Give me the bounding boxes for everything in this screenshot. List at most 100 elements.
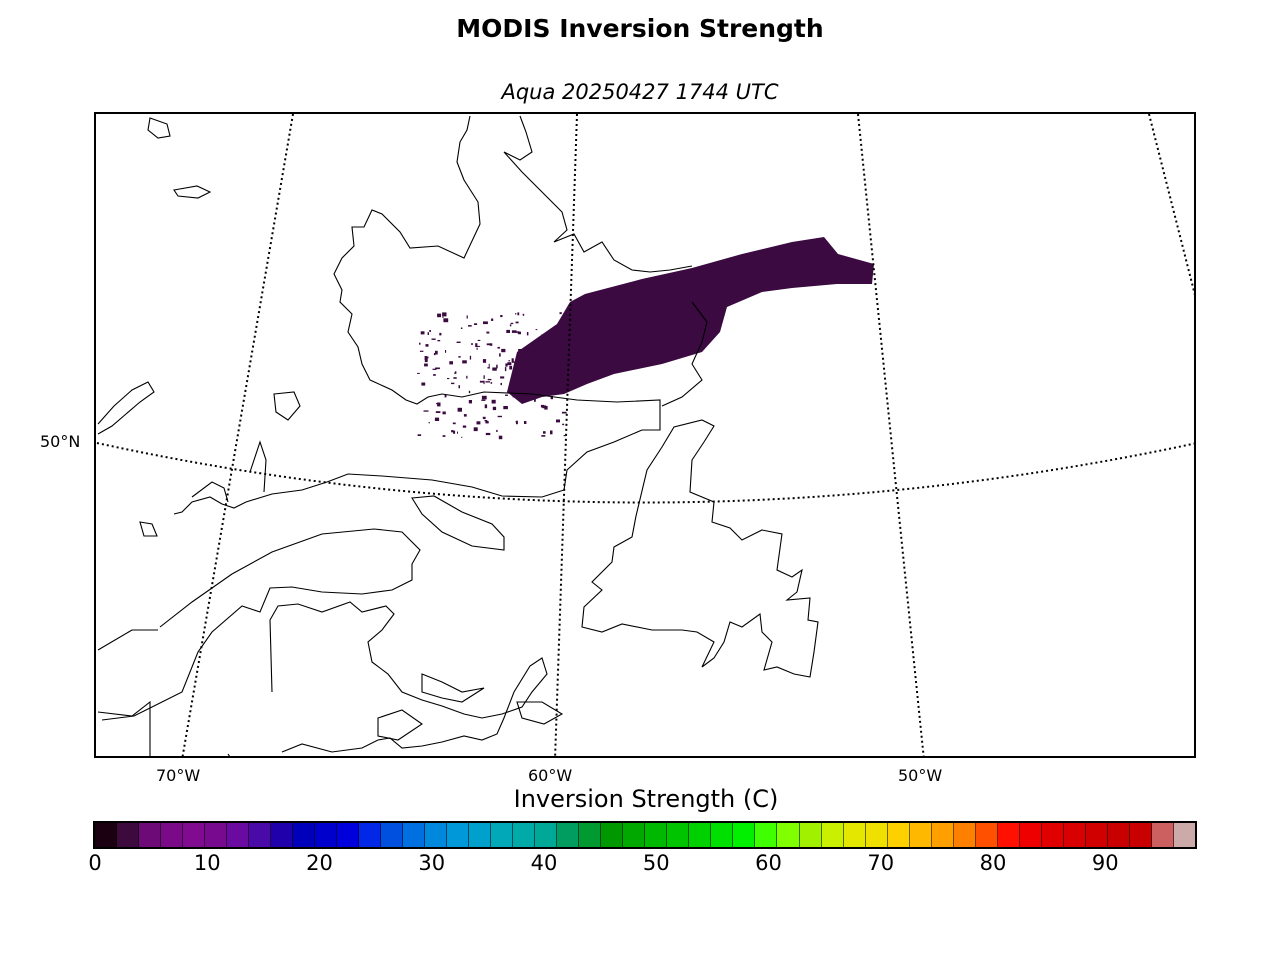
data-pixel: [482, 359, 487, 363]
colorbar-segment: [645, 823, 668, 847]
data-pixel: [541, 334, 544, 337]
data-pixel: [562, 322, 568, 324]
lon-label-50w: 50°W: [898, 766, 943, 785]
data-pixel: [563, 312, 566, 316]
data-pixel: [541, 435, 546, 437]
data-pixel: [447, 378, 450, 380]
colorbar-segment: [161, 823, 184, 847]
data-pixel: [512, 361, 517, 363]
data-pixel: [442, 316, 444, 318]
data-pixel: [483, 375, 485, 379]
colorbar-tick-label: 40: [530, 851, 558, 875]
data-pixel: [511, 330, 517, 333]
data-pixel: [482, 416, 486, 420]
data-pixel: [474, 323, 478, 325]
data-pixel: [458, 356, 461, 358]
data-pixel: [479, 380, 484, 383]
colorbar-segment: [271, 823, 294, 847]
colorbar-segment: [205, 823, 228, 847]
data-pixel: [432, 368, 437, 370]
colorbar-segment: [975, 823, 998, 847]
inversion-data-overlay: [417, 237, 874, 440]
data-pixel: [560, 376, 562, 379]
colorbar-segment: [931, 823, 954, 847]
colorbar-segment: [601, 823, 624, 847]
data-pixel: [484, 420, 488, 422]
colorbar-segment: [249, 823, 272, 847]
data-pixel: [526, 332, 529, 336]
data-pixel: [561, 411, 567, 414]
data-pixel: [484, 404, 488, 409]
data-pixel: [551, 383, 553, 385]
data-pixel: [542, 405, 546, 409]
data-pixel: [451, 430, 454, 433]
colorbar-segment: [469, 823, 492, 847]
data-pixel: [500, 376, 505, 379]
data-pixel: [490, 382, 493, 384]
data-pixel: [512, 393, 515, 398]
data-pixel: [427, 332, 429, 335]
colorbar-segment: [337, 823, 360, 847]
colorbar-segment: [887, 823, 910, 847]
colorbar-segment: [513, 823, 536, 847]
data-pixel: [497, 415, 502, 418]
colorbar-segment: [535, 823, 558, 847]
data-pixel: [419, 342, 421, 345]
colorbar-segment: [447, 823, 470, 847]
data-pixel: [555, 389, 560, 393]
data-pixel: [468, 325, 472, 327]
data-pixel: [485, 432, 491, 436]
colorbar-tick-label: 50: [642, 851, 670, 875]
data-pixel: [425, 344, 429, 347]
colorbar-segment: [777, 823, 800, 847]
colorbar-segment: [909, 823, 932, 847]
data-pixel: [424, 363, 428, 367]
data-pixel: [550, 430, 553, 435]
chart-title: MODIS Inversion Strength: [456, 14, 824, 43]
data-pixel: [419, 350, 424, 352]
colorbar-segment: [1041, 823, 1064, 847]
colorbar-segment: [997, 823, 1020, 847]
data-pixel: [428, 422, 430, 424]
data-pixel: [457, 431, 458, 434]
data-pixel: [429, 330, 431, 332]
colorbar-segment: [1151, 823, 1174, 847]
data-pixel: [559, 312, 562, 315]
data-pixel: [476, 347, 478, 350]
data-pixel: [518, 349, 523, 351]
graticule: [96, 114, 1194, 756]
data-pixel: [455, 371, 457, 374]
data-pixel: [442, 312, 447, 317]
data-pixel: [539, 388, 543, 390]
data-pixel: [439, 332, 442, 336]
data-pixel: [481, 399, 486, 401]
data-pixel: [562, 423, 565, 426]
colorbar-segment: [1129, 823, 1152, 847]
data-pixel: [426, 356, 429, 359]
data-pixel: [485, 381, 490, 383]
data-pixel: [437, 313, 442, 318]
data-pixel: [468, 390, 471, 394]
data-pixel: [496, 364, 498, 369]
data-pixel: [468, 400, 472, 404]
colorbar-segment: [557, 823, 580, 847]
data-pixel: [444, 394, 447, 398]
data-pixel: [466, 315, 468, 319]
colorbar-segment: [843, 823, 866, 847]
colorbar-tick-label: 70: [867, 851, 895, 875]
data-pixel: [505, 394, 508, 396]
data-pixel: [543, 431, 546, 434]
colorbar-segment: [139, 823, 162, 847]
colorbar-segment: [403, 823, 426, 847]
data-pixel: [500, 315, 503, 318]
colorbar-tick-label: 30: [418, 851, 446, 875]
data-pixel: [488, 363, 490, 368]
colorbar-segment: [227, 823, 250, 847]
data-pixel: [449, 361, 453, 365]
data-pixel: [431, 338, 436, 340]
colorbar-segment: [1085, 823, 1108, 847]
colorbar-segment: [1173, 823, 1195, 847]
data-pixel: [421, 382, 426, 386]
data-pixel: [433, 374, 436, 376]
data-pixel: [534, 346, 539, 351]
